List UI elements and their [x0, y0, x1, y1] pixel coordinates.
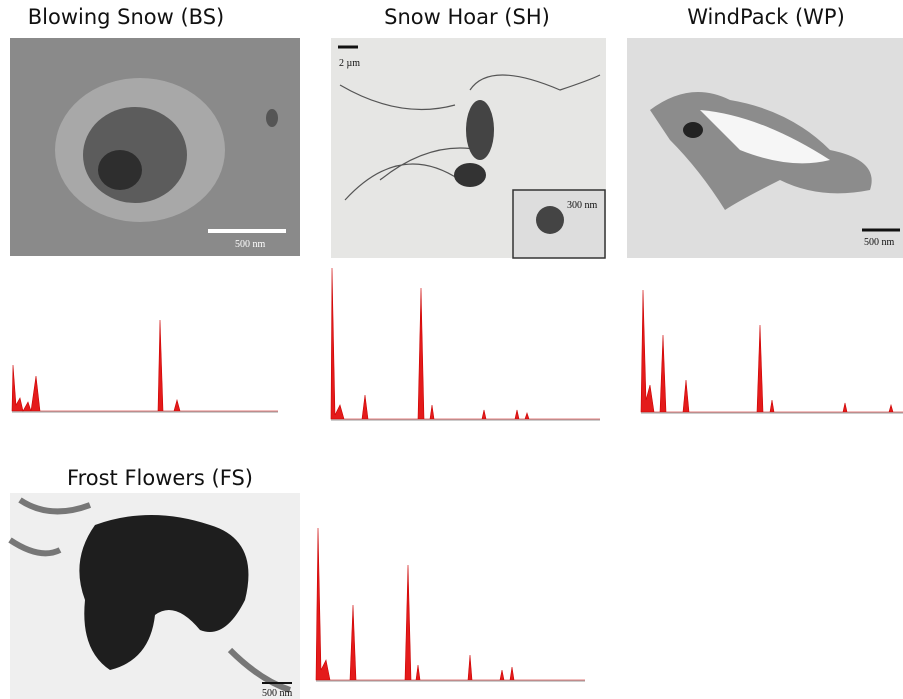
micrograph	[627, 38, 903, 258]
micrograph	[331, 38, 606, 258]
panel-title: Blowing Snow (BS)	[28, 5, 225, 29]
spectrum	[316, 528, 585, 681]
scale-label: 2 µm	[339, 58, 360, 69]
micrograph	[10, 38, 300, 256]
spectrum	[641, 290, 903, 413]
spectrum	[12, 320, 278, 412]
panel-title: Frost Flowers (FS)	[67, 466, 253, 490]
scale-label: 500 nm	[235, 239, 266, 250]
inset-scale-label: 300 nm	[567, 200, 598, 211]
panel-title: Snow Hoar (SH)	[384, 5, 550, 29]
scale-label: 500 nm	[262, 688, 293, 699]
scale-label: 500 nm	[864, 237, 895, 248]
figure: Blowing Snow (BS) 500 nm Snow Hoar (SH) …	[0, 0, 903, 699]
micrograph	[10, 493, 300, 699]
spectrum	[331, 268, 600, 420]
panel-title: WindPack (WP)	[687, 5, 845, 29]
